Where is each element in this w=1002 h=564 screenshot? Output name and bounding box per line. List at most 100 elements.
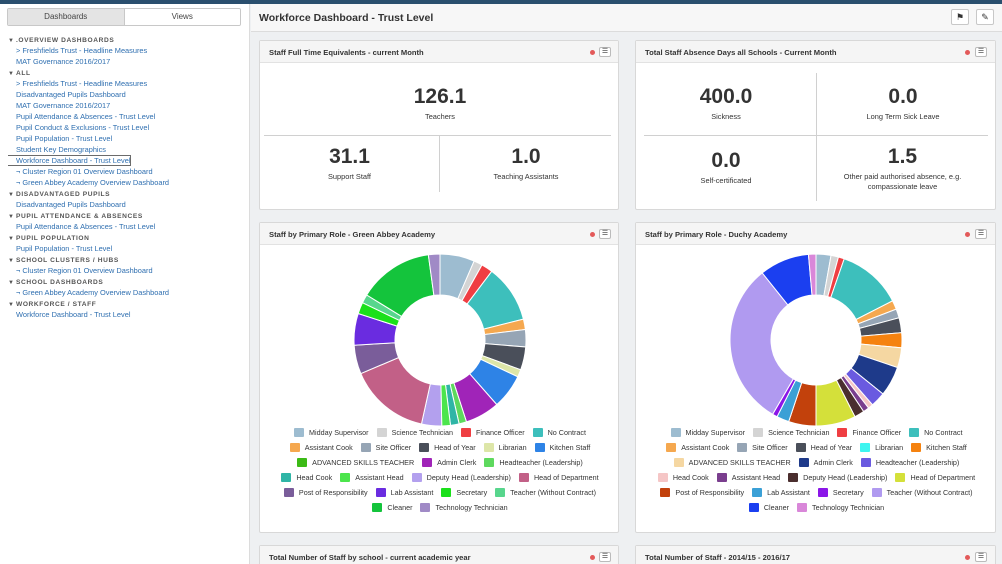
caret-down-icon: ▼ [8, 192, 14, 198]
list-menu-button[interactable]: ☰ [975, 552, 987, 562]
list-menu-button[interactable]: ☰ [599, 552, 611, 562]
legend-item[interactable]: Finance Officer [837, 428, 901, 437]
legend-item[interactable]: Assistant Head [340, 473, 404, 482]
nav-link[interactable]: Pupil Population - Trust Level [16, 244, 113, 253]
legend-item[interactable]: Headteacher (Leadership) [860, 458, 959, 467]
legend-item[interactable]: Admin Clerk [798, 458, 853, 467]
legend-item[interactable]: Head Cook [281, 473, 332, 482]
nav-link-row: Pupil Population - Trust Level [8, 133, 246, 144]
list-menu-button[interactable]: ☰ [599, 47, 611, 57]
legend-item[interactable]: Secretary [441, 488, 487, 497]
legend-item[interactable]: Lab Assistant [375, 488, 433, 497]
legend-item[interactable]: Site Officer [737, 443, 788, 452]
legend-item[interactable]: Science Technician [376, 428, 453, 437]
nav-link[interactable]: > Freshfields Trust - Headline Measures [16, 79, 148, 88]
nav-section-header[interactable]: ▼ DISADVANTAGED PUPILS [8, 188, 246, 199]
legend-item[interactable]: Kitchen Staff [534, 443, 591, 452]
nav-link-selected[interactable]: Workforce Dashboard - Trust Level [8, 155, 132, 166]
nav-link-row: Disadvantaged Pupils Dashboard [8, 199, 246, 210]
legend-item[interactable]: No Contract [532, 428, 586, 437]
legend-label: Secretary [456, 488, 488, 497]
legend-item[interactable]: Science Technician [753, 428, 829, 437]
legend-item[interactable]: Assistant Cook [289, 443, 353, 452]
legend-item[interactable]: Finance Officer [460, 428, 525, 437]
kpi-value: 0.0 [711, 149, 741, 172]
list-menu-button[interactable]: ☰ [599, 229, 611, 239]
nav-link[interactable]: Disadvantaged Pupils Dashboard [16, 90, 126, 99]
nav-section-header[interactable]: ▼ .OVERVIEW DASHBOARDS [8, 34, 246, 45]
nav-link[interactable]: > Freshfields Trust - Headline Measures [16, 46, 148, 55]
list-menu-button[interactable]: ☰ [975, 47, 987, 57]
list-menu-button[interactable]: ☰ [975, 229, 987, 239]
legend-label: Deputy Head (Leadership) [426, 473, 511, 482]
legend-item[interactable]: Secretary [817, 488, 864, 497]
kpi-sickness: 400.0 Sickness [636, 85, 816, 122]
legend-item[interactable]: Head of Year [419, 443, 476, 452]
legend-item[interactable]: Cleaner [372, 503, 412, 512]
nav-section-header[interactable]: ▼ PUPIL POPULATION [8, 232, 246, 243]
nav-link[interactable]: Disadvantaged Pupils Dashboard [16, 200, 126, 209]
nav-section-header[interactable]: ▼ SCHOOL CLUSTERS / HUBS [8, 254, 246, 265]
legend-item[interactable]: Teacher (Without Contract) [495, 488, 596, 497]
nav-link[interactable]: ¬ Green Abbey Academy Overview Dashboard [16, 288, 170, 297]
kpi-value: 126.1 [413, 85, 467, 108]
nav-link[interactable]: ¬ Cluster Region 01 Overview Dashboard [16, 266, 153, 275]
donut-slice[interactable] [729, 272, 794, 415]
nav-link[interactable]: Student Key Demographics [16, 145, 106, 154]
legend-item[interactable]: Kitchen Staff [911, 443, 967, 452]
legend-item[interactable]: Assistant Head [716, 473, 780, 482]
legend-item[interactable]: ADVANCED SKILLS TEACHER [673, 458, 791, 467]
legend-item[interactable]: Head of Department [518, 473, 599, 482]
legend-swatch [297, 458, 308, 467]
tab-views[interactable]: Views [124, 9, 240, 25]
nav-link[interactable]: MAT Governance 2016/2017 [16, 101, 111, 110]
nav-link[interactable]: MAT Governance 2016/2017 [16, 57, 111, 66]
legend-item[interactable]: Lab Assistant [752, 488, 810, 497]
legend-item[interactable]: Site Officer [360, 443, 411, 452]
legend-item[interactable]: Midday Supervisor [670, 428, 745, 437]
legend-item[interactable]: Head of Department [895, 473, 975, 482]
legend-item[interactable]: Librarian [483, 443, 527, 452]
legend-label: Kitchen Staff [549, 443, 591, 452]
legend-item[interactable]: Assistant Cook [666, 443, 729, 452]
legend-item[interactable]: Technology Technician [796, 503, 884, 512]
legend-item[interactable]: Midday Supervisor [294, 428, 369, 437]
legend-item[interactable]: Head of Year [795, 443, 852, 452]
nav-link[interactable]: ¬ Green Abbey Academy Overview Dashboard [16, 178, 170, 187]
nav-link[interactable]: Pupil Population - Trust Level [16, 134, 113, 143]
nav-link[interactable]: Workforce Dashboard - Trust Level [16, 310, 131, 319]
nav-section-header[interactable]: ▼ ALL [8, 67, 246, 78]
legend-item[interactable]: Admin Clerk [422, 458, 476, 467]
bookmark-icon: ⚑ [955, 12, 965, 22]
nav-link[interactable]: ¬ Cluster Region 01 Overview Dashboard [16, 167, 153, 176]
legend-item[interactable]: No Contract [909, 428, 962, 437]
nav-link[interactable]: Pupil Attendance & Absences - Trust Leve… [16, 222, 156, 231]
legend-item[interactable]: Headteacher (Leadership) [484, 458, 583, 467]
legend-item[interactable]: Deputy Head (Leadership) [788, 473, 887, 482]
legend-item[interactable]: Teacher (Without Contract) [871, 488, 973, 497]
legend-label: No Contract [547, 428, 586, 437]
legend-row: Cleaner Technology Technician [636, 500, 997, 515]
nav-section-header[interactable]: ▼ WORKFORCE / STAFF [8, 298, 246, 309]
nav-section-header[interactable]: ▼ PUPIL ATTENDANCE & ABSENCES [8, 210, 246, 221]
legend-item[interactable]: Head Cook [657, 473, 709, 482]
donut-slice[interactable] [807, 253, 817, 296]
legend-label: Headteacher (Leadership) [499, 458, 583, 467]
tab-dashboards[interactable]: Dashboards [8, 9, 125, 25]
top-accent-bar [0, 0, 1002, 4]
legend-item[interactable]: Cleaner [748, 503, 789, 512]
legend-item[interactable]: Librarian [860, 443, 903, 452]
legend-item[interactable]: Post of Responsibility [283, 488, 368, 497]
legend-item[interactable]: Deputy Head (Leadership) [411, 473, 511, 482]
nav-section-header[interactable]: ▼ SCHOOL DASHBOARDS [8, 276, 246, 287]
legend-item[interactable]: Technology Technician [420, 503, 508, 512]
legend-item[interactable]: Post of Responsibility [660, 488, 744, 497]
legend-item[interactable]: ADVANCED SKILLS TEACHER [297, 458, 414, 467]
donut-slice[interactable] [427, 253, 441, 296]
edit-button[interactable]: ✎ [976, 9, 994, 25]
bookmark-button[interactable]: ⚑ [951, 9, 969, 25]
nav-link[interactable]: Pupil Conduct & Exclusions - Trust Level [16, 123, 150, 132]
legend-swatch [895, 473, 906, 482]
nav-link[interactable]: Pupil Attendance & Absences - Trust Leve… [16, 112, 156, 121]
legend-swatch [518, 473, 529, 482]
